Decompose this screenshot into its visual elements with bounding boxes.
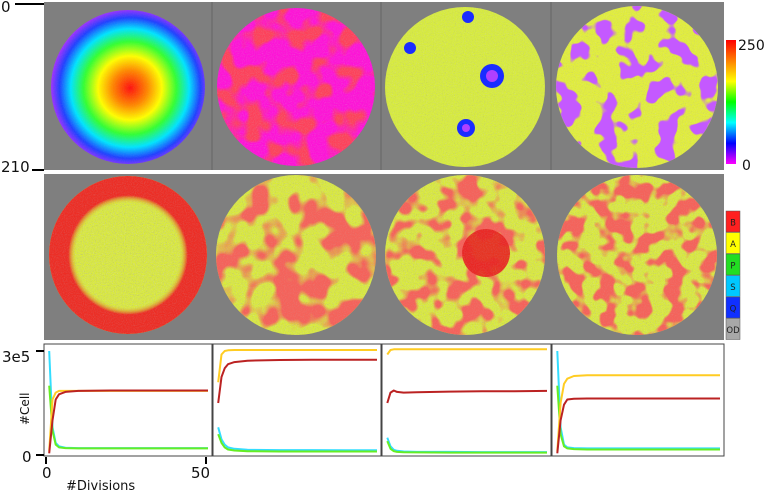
colorbar: 250 0 (726, 38, 765, 174)
category-swatch-s (725, 275, 741, 297)
colorbar-max-label: 250 (738, 38, 765, 54)
disc-mid-4 (557, 175, 717, 335)
blue-spot (462, 11, 474, 23)
series-line-a-panel-3 (386, 348, 547, 356)
category-label-s: S (730, 283, 735, 293)
disc-mid-2 (216, 175, 376, 335)
category-label-a: A (730, 240, 736, 250)
disc-mid-3 (385, 175, 545, 335)
bottom-axis-tick-0: 0 (22, 448, 32, 466)
x-axis-label: #Divisions (66, 479, 135, 494)
x-axis-tick-0: 0 (42, 464, 52, 482)
series-line-p-panel-4 (556, 385, 720, 451)
line-chart-frame-2 (212, 343, 382, 457)
colorbar-gradient (726, 40, 736, 164)
series-line-p-panel-3 (386, 440, 547, 454)
series-line-s-panel-4 (556, 350, 720, 450)
colorbar-min-label: 0 (742, 158, 751, 174)
top-axis-tick-210: 210 (1, 158, 30, 176)
category-label-p: P (730, 261, 735, 271)
line-chart-frame-3 (381, 343, 552, 457)
category-label-b: B (730, 218, 736, 228)
series-line-b-panel-3 (386, 389, 548, 404)
bottom-axis-tick-3e5: 3e5 (2, 348, 30, 366)
line-chart-frame-4 (551, 343, 725, 457)
disc-top-1 (51, 10, 205, 164)
series-line-b-panel-2 (217, 358, 377, 404)
series-line-b-panel-4 (556, 397, 720, 454)
x-axis-tick-50: 50 (191, 464, 210, 482)
line-chart-panel-3 (381, 343, 552, 457)
series-line-s-panel-2 (217, 427, 377, 452)
category-swatch-q (725, 296, 741, 319)
y-axis-label: #Cell (18, 393, 32, 425)
series-line-a-panel-4 (556, 374, 720, 452)
category-swatch-p (725, 253, 741, 276)
middle-row-panel (44, 174, 724, 340)
disc-mid-1 (49, 176, 207, 334)
disc-top-4 (556, 6, 718, 168)
category-swatch-a (725, 232, 741, 254)
series-line-b-panel-1 (48, 389, 208, 454)
blue-spot (404, 42, 416, 54)
category-label-q: Q (730, 304, 737, 314)
series-line-p-panel-2 (217, 433, 377, 453)
category-swatch-b (725, 210, 741, 233)
line-chart-frame-1 (43, 343, 213, 457)
line-chart-panel-4 (551, 343, 725, 457)
top-axis-tick-0: 0 (1, 0, 11, 16)
category-legend: B A P S Q OD (725, 210, 741, 340)
category-swatch-od (725, 318, 741, 340)
disc-top-3 (385, 7, 545, 167)
line-chart-panel-2 (212, 343, 382, 457)
line-charts: SPAB (43, 343, 725, 457)
series-line-a-panel-2 (217, 349, 377, 383)
top-row-panel (44, 2, 724, 170)
series-line-p-panel-1 (48, 385, 208, 450)
disc-top-2 (217, 8, 375, 166)
category-label-od: OD (726, 326, 740, 336)
